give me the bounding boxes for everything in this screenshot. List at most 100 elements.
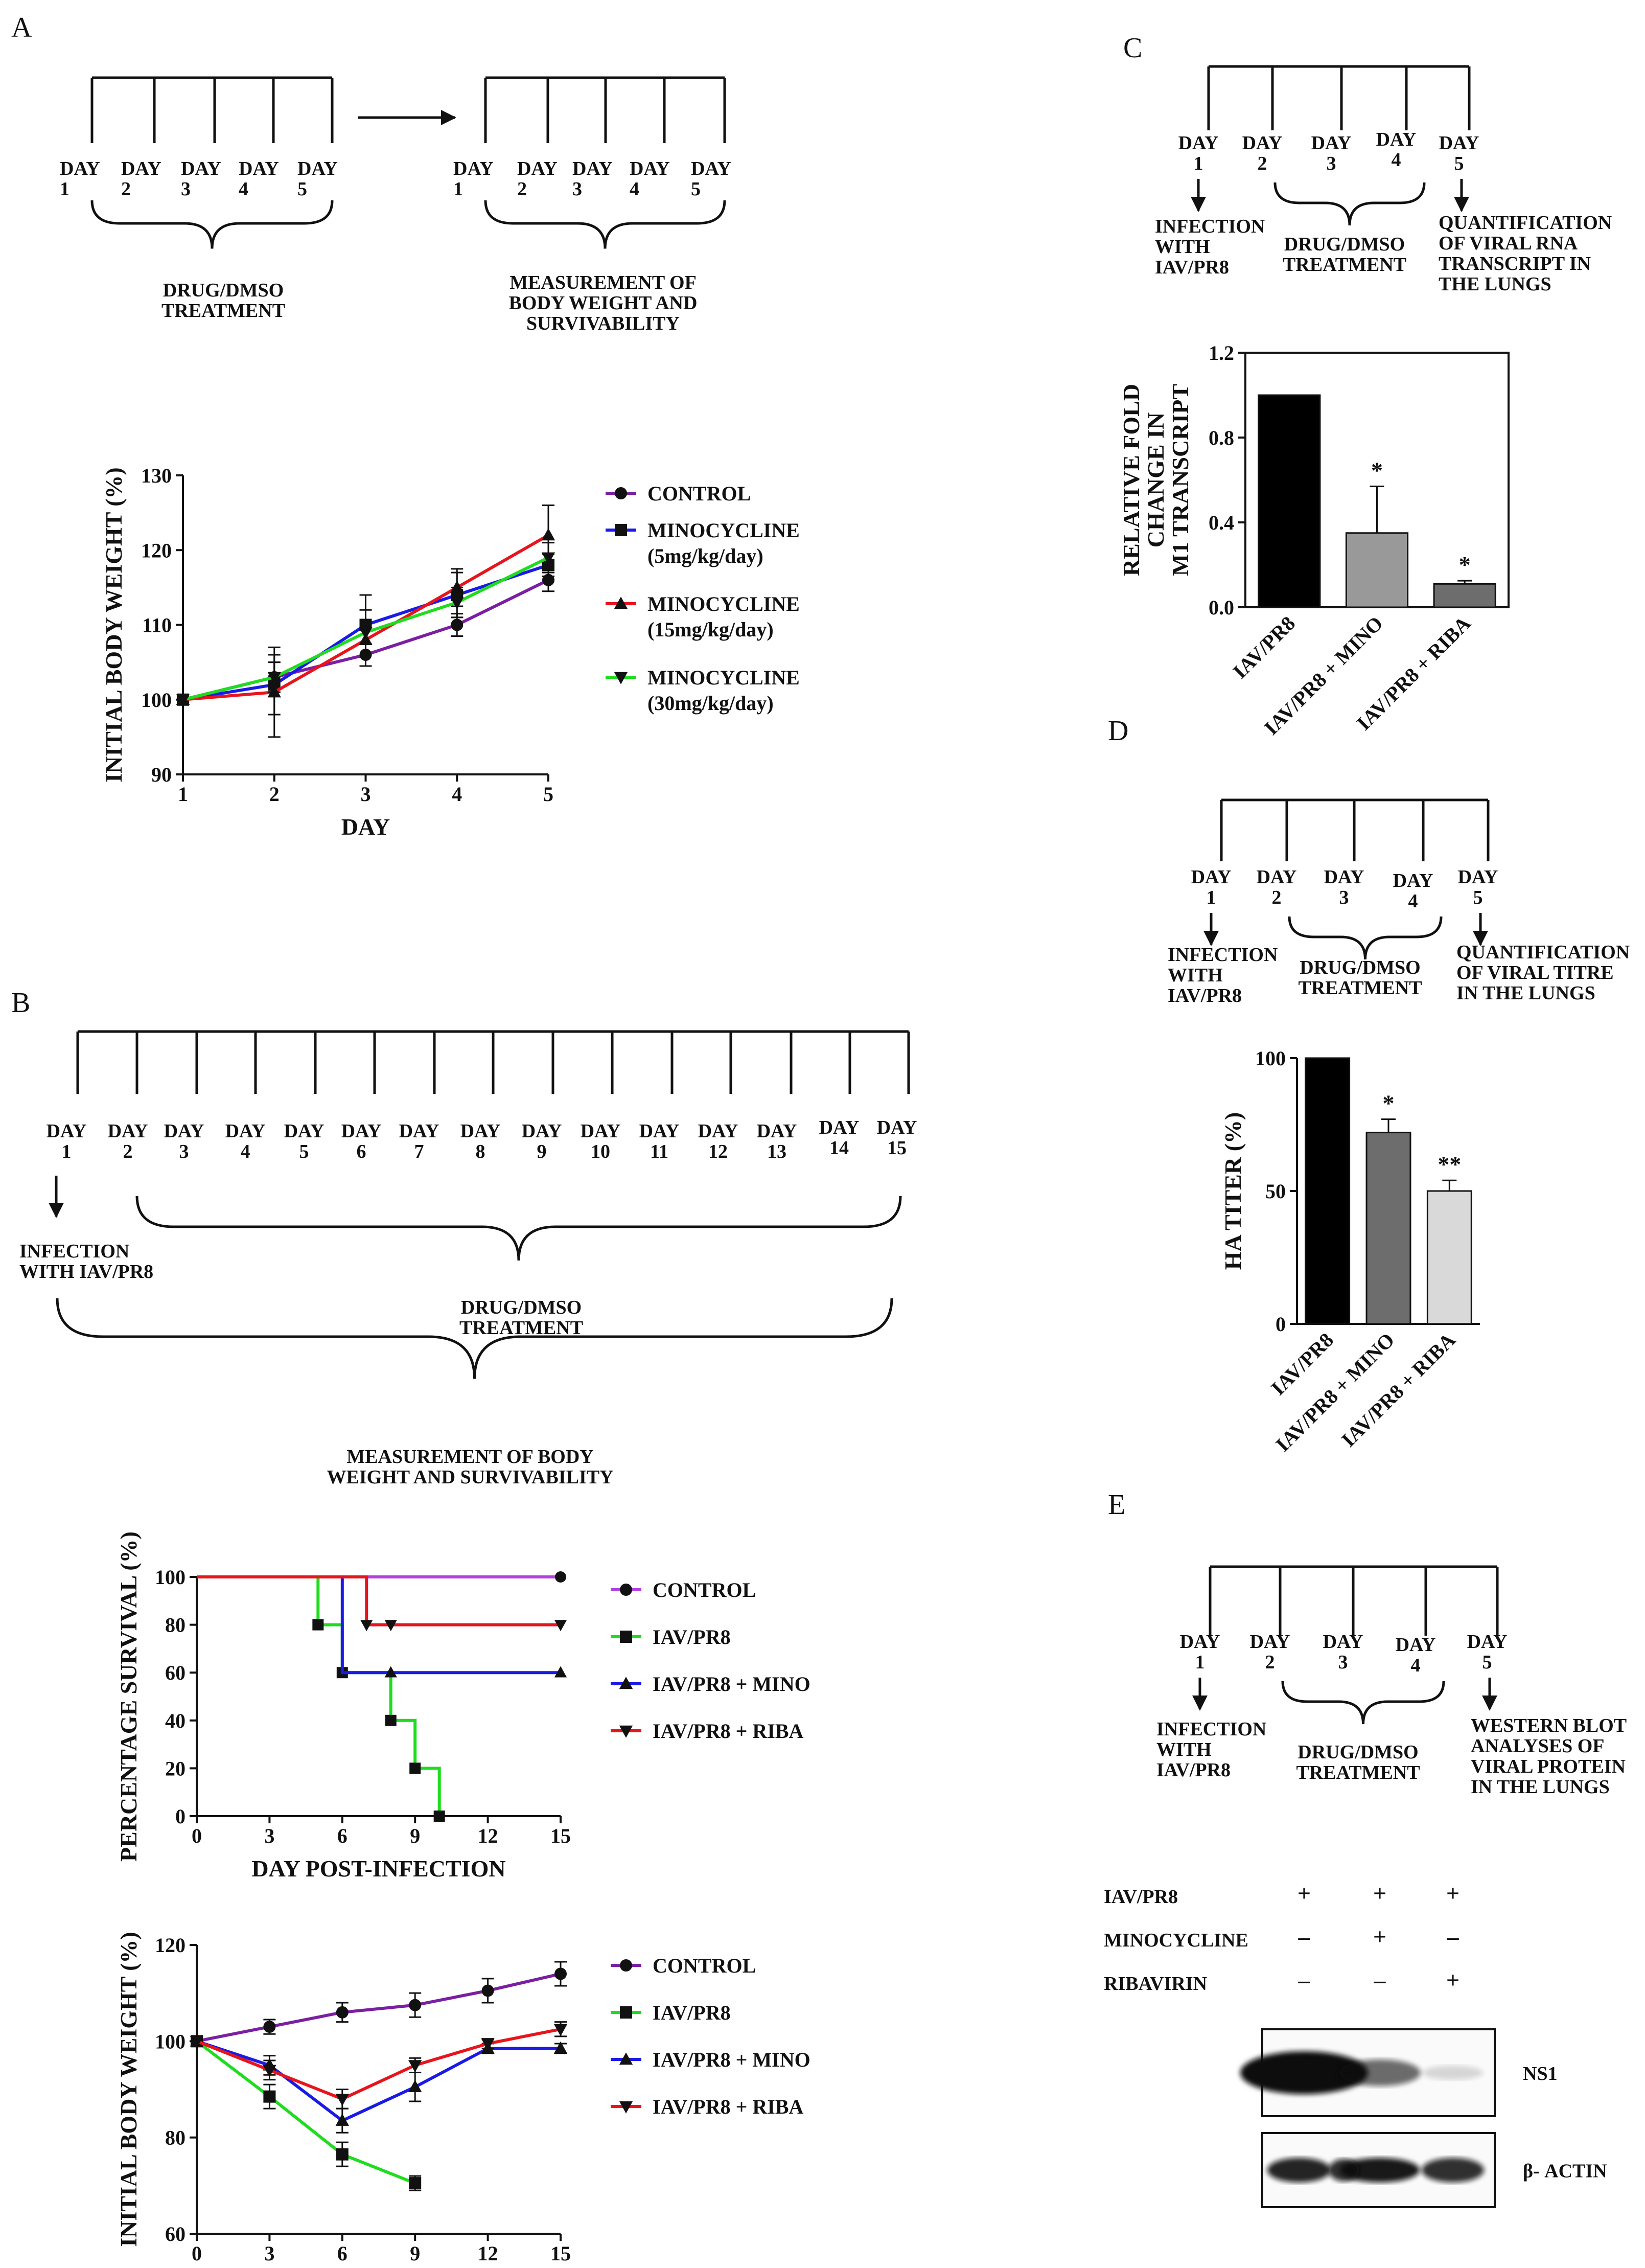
timeline-b-day-7-line: 7 — [414, 1141, 424, 1162]
timeline-b-day-5-line: 5 — [299, 1141, 309, 1162]
schematic-d-day-2: DAY 2 — [1257, 866, 1297, 908]
timeline-a1-day-3-line: DAY — [181, 158, 221, 179]
chart-B2-ytick-label: 60 — [165, 2223, 186, 2246]
timeline-b-day-5: DAY 5 — [284, 1120, 325, 1162]
chart-b-survival: 0 20 40 60 80 100 0 3 6 9 12 15 DAY POST-INFECTION PE… — [115, 1531, 810, 1882]
schematic-c-day-3: DAY 3 — [1311, 132, 1352, 174]
chart-B2-legend-item-4: IAV/PR8 + RIBA — [611, 2095, 804, 2118]
label-drug-treatment-b: DRUG/DMSO TREATMENT — [459, 1297, 583, 1339]
chart-B1-data-point — [554, 1666, 567, 1678]
schematic-c-treatment-line: DRUG/DMSO — [1284, 234, 1405, 255]
schematic-c-day-5-line: 5 — [1454, 153, 1464, 174]
blot-treatment-mark: + — [1373, 1923, 1386, 1950]
chart-B2-xtick-label: 6 — [337, 2242, 347, 2265]
schematic-e-day-1: DAY 1 — [1180, 1631, 1220, 1673]
blot-band — [1339, 2158, 1420, 2183]
timeline-b-day-6-line: 6 — [357, 1141, 366, 1162]
chart-B2-legend-marker — [619, 2052, 633, 2065]
schematic-c-day-4-line: DAY — [1376, 129, 1417, 150]
blot-treatment-mark: – — [1447, 1923, 1459, 1950]
timeline-b-day-3-line: DAY — [164, 1120, 204, 1142]
chart-B2-data-point — [190, 2036, 204, 2049]
timeline-b-day-12-line: DAY — [698, 1120, 738, 1142]
timeline-b-day-8-line: DAY — [460, 1120, 501, 1142]
chart-A-legend-marker — [614, 672, 628, 684]
schematic-d-day-4: DAY 4 — [1393, 870, 1433, 912]
timeline-a1-day-3-line: 3 — [181, 178, 191, 200]
chart-B1-ytick-label: 60 — [165, 1661, 186, 1684]
chart-A-legend-label: MINOCYCLINE (15mg/kg/day) — [647, 592, 800, 641]
timeline-b-day-13-line: 13 — [767, 1141, 786, 1162]
chart-A-legend-label-line: MINOCYCLINE — [647, 592, 800, 615]
brace-a1 — [90, 200, 334, 249]
chart-D-bar — [1305, 1057, 1351, 1325]
schematic-c-day-2: DAY 2 — [1242, 132, 1283, 174]
chart-B1-ytick-label: 40 — [165, 1709, 186, 1732]
chart-B1-legend-label-line: CONTROL — [653, 1578, 756, 1601]
chart-D-category-label: IAV/PR8 + RIBA — [1337, 1328, 1460, 1451]
schematic-e-day-5-line: DAY — [1467, 1631, 1508, 1653]
chart-A-data-point — [359, 627, 373, 639]
timeline-b-day-15-line: DAY — [877, 1117, 917, 1138]
chart-B1-legend-label: IAV/PR8 — [653, 1625, 731, 1648]
chart-A-xtick-label: 1 — [178, 783, 188, 806]
western-blot-e: IAV/PR8 + + + MINOCYCLINE – + – RIBAVIRIN – – + NS1 β… — [1104, 1880, 1607, 2208]
chart-A-legend-marker — [615, 487, 627, 499]
schematic-c-day-2-line: 2 — [1258, 153, 1267, 174]
blot-band — [1421, 2158, 1485, 2183]
schematic-e-infection-line: INFECTION — [1156, 1719, 1266, 1740]
timeline-a2-day-5: DAY 5 — [691, 158, 731, 200]
chart-B1-data-point — [384, 1620, 397, 1632]
chart-B2-data-point — [409, 2177, 422, 2190]
brace-b-treatment — [135, 1196, 902, 1261]
schematic-d-day-4-line: DAY — [1393, 870, 1433, 891]
chart-A-legend-label-line: CONTROL — [647, 482, 751, 505]
timeline-b-day-7: DAY 7 — [399, 1120, 439, 1162]
chart-B1-legend-item-4: IAV/PR8 + RIBA — [611, 1720, 804, 1743]
chart-C-category-label: IAV/PR8 — [1228, 612, 1300, 683]
chart-A-legend-label: CONTROL — [647, 482, 751, 505]
timeline-a1-day-1: DAY 1 — [60, 158, 100, 200]
brace-a2 — [484, 200, 726, 249]
schematic-d-day-2-line: 2 — [1272, 887, 1282, 908]
schematic-d-day-2-line: DAY — [1257, 866, 1297, 888]
timeline-a1-day-3: DAY 3 — [181, 158, 221, 200]
chart-A-legend-marker — [614, 597, 628, 609]
blot-treatment-mark: – — [1374, 1967, 1386, 1993]
schematic-c-quant-line: TRANSCRIPT IN — [1439, 253, 1591, 274]
chart-C-significance-label: * — [1371, 457, 1383, 483]
chart-B2-legend-marker — [620, 1959, 632, 1972]
schematic-d-day-3-line: DAY — [1324, 866, 1364, 888]
schematic-d-day-5-line: 5 — [1473, 887, 1483, 908]
chart-B2-series-1 — [191, 1961, 567, 2048]
timeline-b-day-10: DAY 10 — [581, 1120, 621, 1162]
label-measurement-a: MEASUREMENT OF BODY WEIGHT AND SURVIVABILI… — [509, 272, 698, 334]
chart-A-xtick-label: 3 — [361, 783, 371, 806]
chart-B1-ytick-label: 20 — [165, 1757, 186, 1780]
chart-B1-legend-marker — [620, 1584, 632, 1596]
chart-B2-data-point — [263, 2090, 276, 2103]
schematic-d-day-1: DAY 1 — [1191, 866, 1232, 908]
schematic-e-day-1-line: DAY — [1180, 1631, 1220, 1653]
schematic-d-quant: QUANTIFICATION OF VIRAL TITRE IN THE LUNGS — [1456, 942, 1630, 1004]
timeline-b-day-15-line: 15 — [887, 1137, 907, 1159]
timeline-b-day-3-line: 3 — [179, 1141, 189, 1162]
chart-A-ytick-label: 110 — [142, 614, 172, 637]
schematic-c-day-3-line: DAY — [1311, 132, 1352, 154]
schematic-d-day-3-line: 3 — [1339, 887, 1349, 908]
schematic-d-treatment: DRUG/DMSO TREATMENT — [1298, 957, 1422, 999]
panel-label-e: E — [1108, 1489, 1125, 1521]
chart-A-legend-label-line: (30mg/kg/day) — [647, 692, 774, 715]
chart-B2-ytick-label: 120 — [155, 1934, 186, 1957]
timeline-b-day-9-line: DAY — [522, 1120, 562, 1142]
chart-C-ytick-label: 0.8 — [1209, 426, 1234, 449]
timeline-b-day-5-line: DAY — [284, 1120, 325, 1142]
blot-treatment-mark: + — [1373, 1880, 1386, 1906]
chart-A-data-point — [451, 618, 464, 631]
blot-treatment-mark: – — [1298, 1967, 1311, 1993]
schematic-e-quant-line: ANALYSES OF — [1471, 1735, 1605, 1757]
chart-B2-data-point — [336, 2148, 349, 2161]
